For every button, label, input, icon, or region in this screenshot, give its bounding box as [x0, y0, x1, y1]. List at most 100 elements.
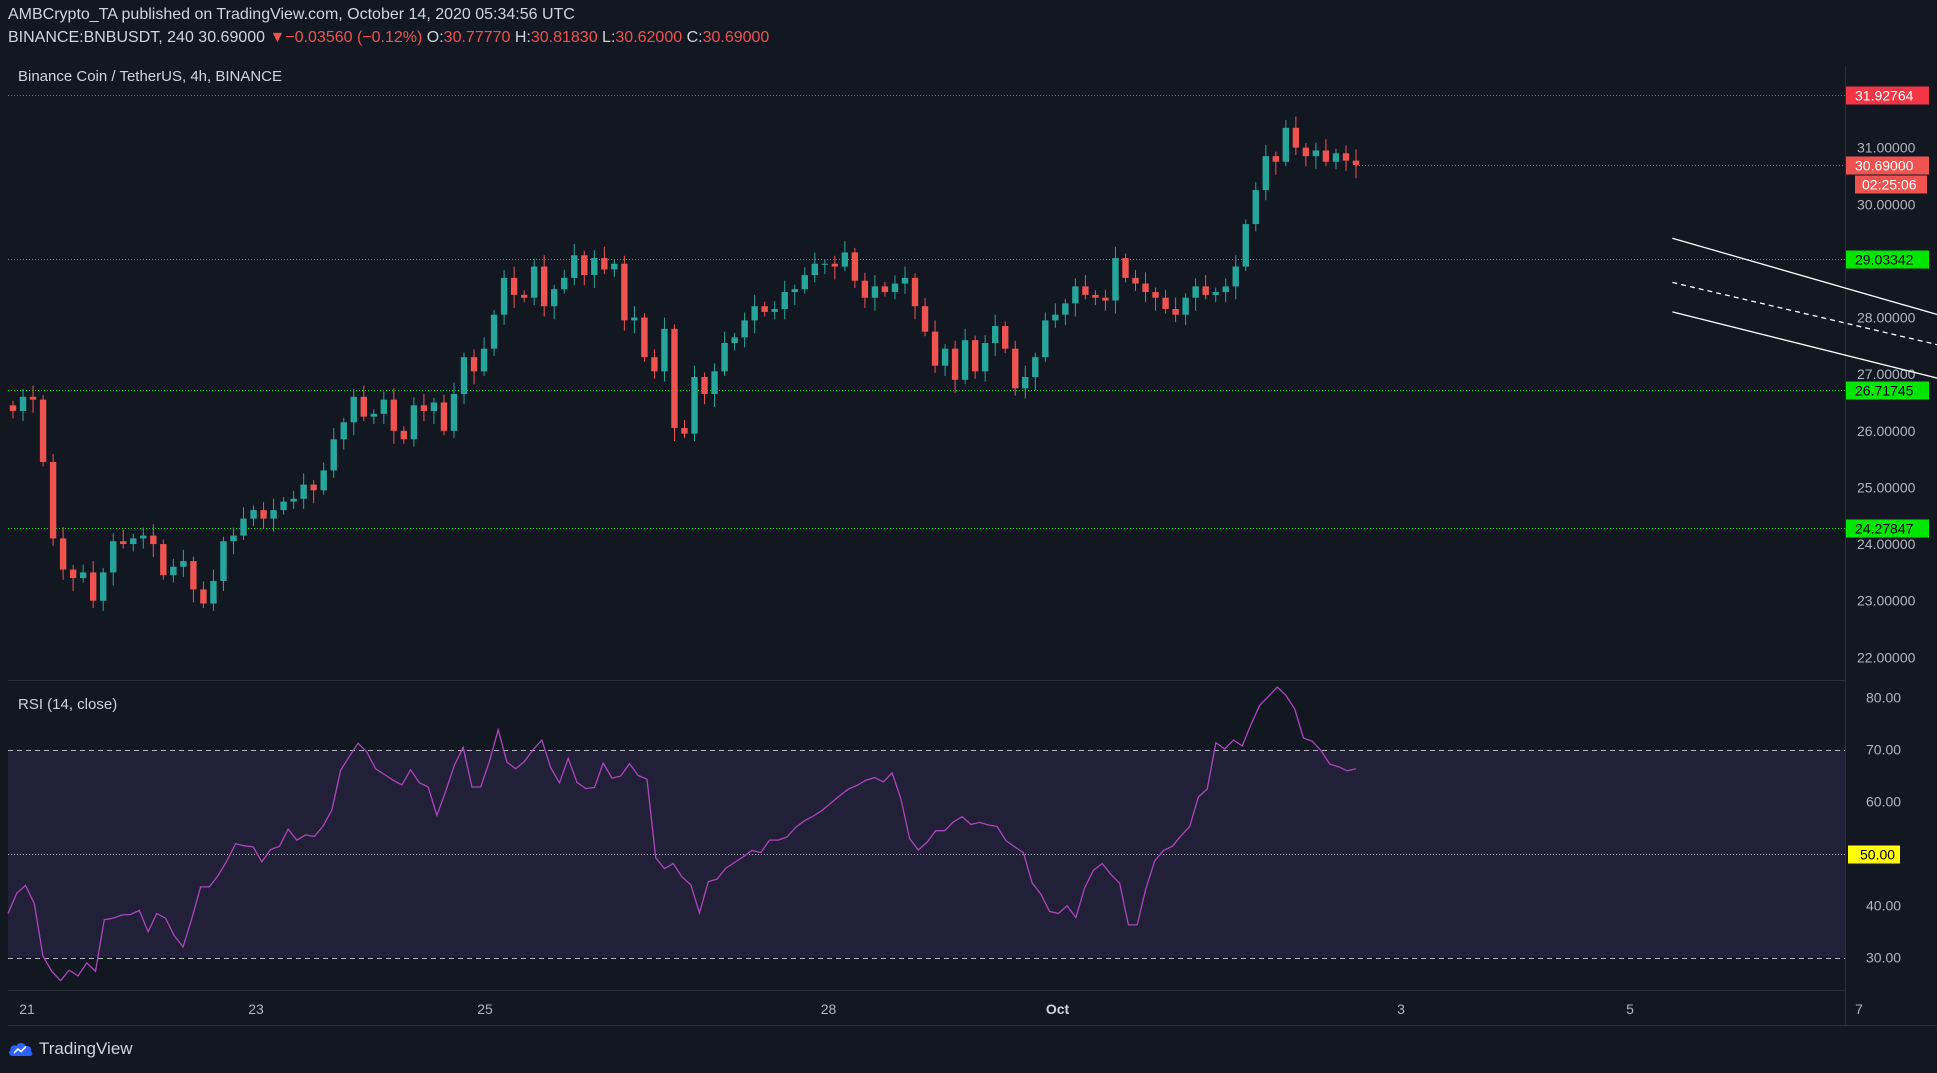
published-text: published on TradingView.com, October 14… — [121, 6, 575, 23]
candle-body — [741, 320, 748, 338]
candle-body — [1022, 377, 1029, 389]
price-tick-label: 28.00000 — [1857, 310, 1916, 326]
rsi-line — [7, 686, 1357, 982]
candle-body — [1182, 297, 1189, 315]
candle-body — [350, 396, 357, 423]
candle-body — [480, 348, 488, 372]
candle-body — [79, 572, 87, 579]
time-tick-label: Oct — [1046, 1001, 1070, 1017]
candle-body — [200, 589, 207, 604]
time-tick-label: 23 — [248, 1001, 264, 1017]
change-down-icon: ▼ — [269, 29, 286, 46]
candle-body — [1192, 286, 1199, 298]
price-tick-label: 24.00000 — [1857, 536, 1916, 552]
candle-body — [711, 371, 718, 394]
candle-body — [49, 461, 57, 539]
price-tick-label: 30.00000 — [1857, 196, 1916, 212]
candle-body — [230, 535, 237, 542]
rsi-tick-label: 80.00 — [1866, 689, 1901, 705]
candle-body — [400, 430, 408, 440]
candle-body — [1112, 258, 1119, 301]
candle-body — [821, 263, 829, 265]
candle-body — [100, 572, 107, 601]
candle-body — [891, 283, 899, 293]
candle-body — [1092, 294, 1099, 298]
candle-body — [420, 405, 428, 411]
candle-body — [1212, 292, 1219, 295]
candle-body — [801, 275, 808, 290]
candle-body — [510, 277, 518, 295]
candle-body — [671, 328, 678, 428]
price-pane-title: Binance Coin / TetherUS, 4h, BINANCE — [18, 68, 282, 85]
candle-body — [1002, 326, 1009, 349]
tradingview-logo[interactable]: TradingView — [8, 1039, 133, 1059]
candle-body — [1142, 283, 1149, 293]
symbol-label[interactable]: BINANCE:BNBUSDT, 240 — [8, 29, 194, 46]
candle-body — [450, 393, 458, 431]
open-label: O: — [426, 29, 444, 46]
candle-body — [1302, 147, 1310, 157]
last-price-label-bg — [1846, 156, 1929, 175]
candle-body — [500, 277, 508, 315]
last-price-label: 30.69000 — [1855, 158, 1914, 174]
candle-body — [270, 510, 277, 519]
candle-body — [1072, 286, 1079, 304]
candle-body — [130, 538, 137, 545]
level-label-bg — [1846, 381, 1929, 400]
channel-lower-line — [1672, 311, 1937, 379]
candle-body — [631, 317, 638, 321]
candle-body — [591, 258, 598, 276]
candle-body — [410, 405, 418, 440]
candle-body — [310, 484, 317, 491]
candle-body — [761, 306, 768, 312]
candle-body — [440, 402, 448, 431]
candle-body — [380, 399, 388, 414]
rsi-tick-label: 70.00 — [1866, 742, 1901, 758]
price-tick-label: 22.00000 — [1857, 649, 1916, 665]
candle-body — [1312, 150, 1320, 157]
level-label-bg — [1846, 86, 1929, 105]
chart-header: AMBCrypto_TA published on TradingView.co… — [0, 0, 1937, 54]
candle-body — [1342, 153, 1350, 161]
candle-body — [881, 286, 889, 293]
countdown-label: 02:25:06 — [1862, 177, 1917, 193]
candle-body — [691, 377, 698, 434]
candle-body — [751, 306, 758, 321]
candle-body — [1132, 277, 1139, 284]
candle-body — [841, 252, 849, 267]
candle-body — [470, 357, 478, 372]
candle-body — [981, 343, 989, 372]
candle-body — [190, 561, 197, 590]
brand-name: TradingView — [39, 1039, 133, 1058]
countdown-label-bg — [1855, 175, 1927, 194]
candle-body — [160, 544, 167, 576]
candle-body — [771, 309, 778, 312]
candle-body — [651, 357, 658, 372]
candle-body — [340, 422, 347, 440]
publisher-name[interactable]: AMBCrypto_TA — [8, 6, 118, 23]
close-value: 30.69000 — [702, 29, 770, 46]
candle-body — [260, 510, 267, 519]
candle-body — [1082, 286, 1089, 295]
candle-body — [1242, 224, 1249, 267]
candle-body — [250, 510, 257, 519]
candle-body — [1152, 292, 1159, 298]
candle-body — [1102, 297, 1109, 301]
candle-body — [791, 289, 798, 293]
time-tick-label: 7 — [1855, 1001, 1863, 1017]
candle-body — [460, 357, 468, 394]
candle-body — [851, 252, 859, 281]
time-tick-label: 5 — [1626, 1001, 1634, 1017]
candle-body — [1332, 153, 1340, 162]
candle-body — [551, 289, 558, 307]
candle-body — [831, 263, 839, 267]
candle-body — [29, 396, 37, 400]
candle-body — [300, 484, 307, 499]
candle-body — [1322, 150, 1330, 162]
tradingview-cloud-icon — [9, 1043, 33, 1056]
candle-body — [39, 399, 47, 462]
level-label: 29.03342 — [1855, 252, 1914, 268]
candle-body — [360, 396, 367, 417]
candle-body — [971, 340, 979, 372]
